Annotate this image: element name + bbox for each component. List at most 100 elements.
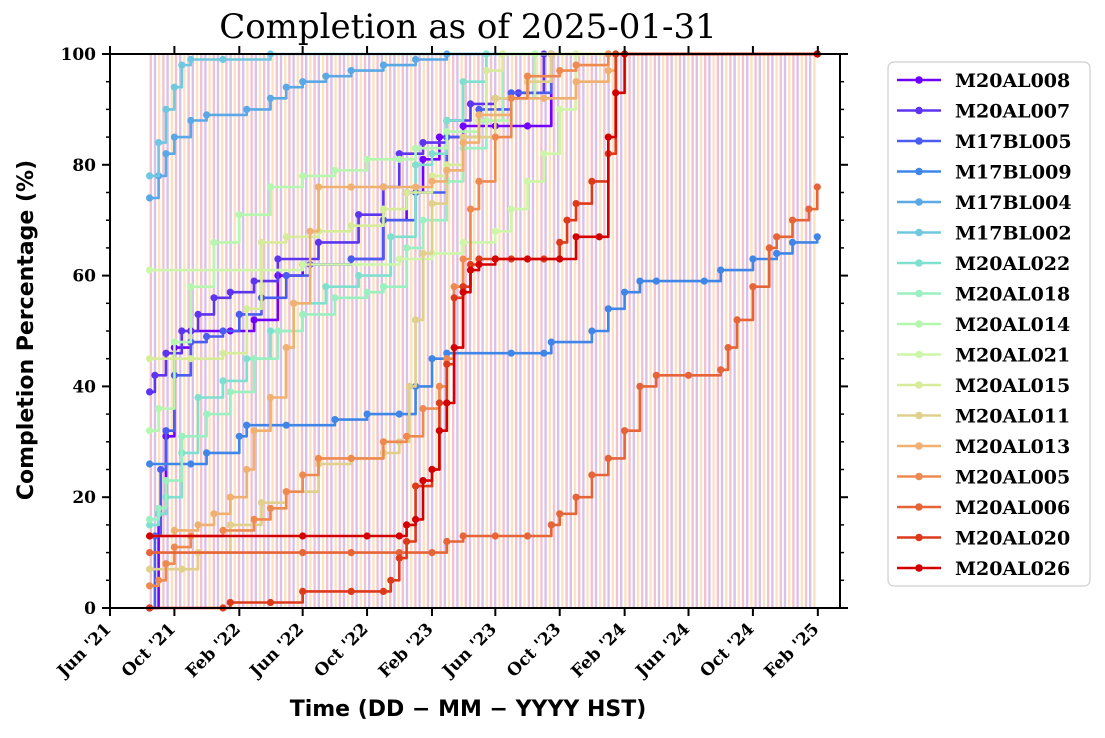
data-point [379,587,387,596]
data-point [299,172,307,180]
data-point [773,249,781,257]
x-tick-label: Feb '24 [568,619,631,682]
y-tick-label: 60 [72,267,96,287]
data-point [322,283,330,291]
band-stripe [489,54,493,608]
data-point [282,272,290,280]
data-point [466,100,475,108]
band-stripe [645,54,648,608]
band-stripe [804,54,808,608]
data-point [203,449,211,457]
y-tick-label: 80 [72,156,96,176]
legend-marker [915,320,923,328]
band-stripe [258,54,262,608]
series-line [149,236,819,466]
band-stripe [628,54,631,608]
band-stripe [174,54,178,608]
band-stripe [523,54,526,608]
data-point [621,427,629,435]
data-point [482,67,490,75]
data-point [459,532,467,540]
data-point [299,310,307,318]
legend-label: M20AL013 [955,436,1070,458]
data-point [459,78,467,86]
band-stripe [166,54,169,608]
legend-label: M20AL014 [955,314,1070,336]
data-point [219,55,227,64]
data-point [459,288,467,296]
data-point [146,565,154,573]
data-point [235,211,243,219]
data-point [162,477,170,485]
data-point [523,122,532,130]
data-point [788,238,797,246]
data-point [187,55,195,64]
data-point [428,355,436,363]
data-point [412,144,420,152]
data-point [443,161,451,169]
data-point [187,460,195,468]
data-point [203,111,211,119]
data-point [523,255,532,263]
band-stripe [368,54,371,608]
band-stripe [788,54,791,608]
legend-item: M20AL008 [897,70,1070,92]
band-stripe [615,54,619,608]
data-point [523,177,532,185]
series-line [149,52,818,538]
band-stripe [695,54,698,608]
data-point [266,183,275,191]
data-point [419,216,427,224]
band-stripe [624,54,627,608]
band-stripe [620,54,623,608]
data-point [443,537,451,546]
data-point [331,416,339,424]
data-point [178,565,186,573]
band-stripe [536,54,539,608]
legend-item: M20AL005 [897,467,1070,489]
data-point [405,382,413,390]
band-stripe [746,54,749,608]
x-tick-label: Feb '22 [182,619,245,682]
data-point [290,299,298,307]
series-M20AL006 [146,183,821,557]
band-stripe [582,54,585,608]
data-point [363,288,371,296]
band-stripe [569,54,572,608]
band-stripe [321,54,325,608]
data-point [435,399,443,407]
data-point [749,283,757,291]
data-point [146,582,154,590]
band-stripe [662,54,665,608]
band-stripe [485,54,488,608]
data-point [572,233,580,241]
data-point [403,521,411,529]
legend-item: M20AL013 [897,436,1070,458]
data-point [178,61,186,69]
data-point [684,371,693,379]
data-point [235,432,243,440]
data-point [395,549,403,557]
data-point [403,537,411,546]
data-point [466,266,475,274]
data-point [395,554,403,562]
band-stripe [779,54,782,608]
data-point [419,249,427,257]
data-point [146,172,154,180]
legend-marker [915,259,923,267]
band-stripe [657,54,661,608]
band-stripe [666,54,669,608]
data-point [523,72,532,80]
data-point [435,133,443,141]
data-point [813,233,821,241]
data-point [187,283,195,291]
data-point [443,349,451,357]
data-point [412,482,420,490]
data-point [219,349,227,357]
data-point [250,515,258,524]
data-point [266,504,275,512]
legend-marker [915,198,923,206]
band-stripe [720,54,724,608]
data-point [257,499,266,507]
band-stripe [372,54,375,608]
